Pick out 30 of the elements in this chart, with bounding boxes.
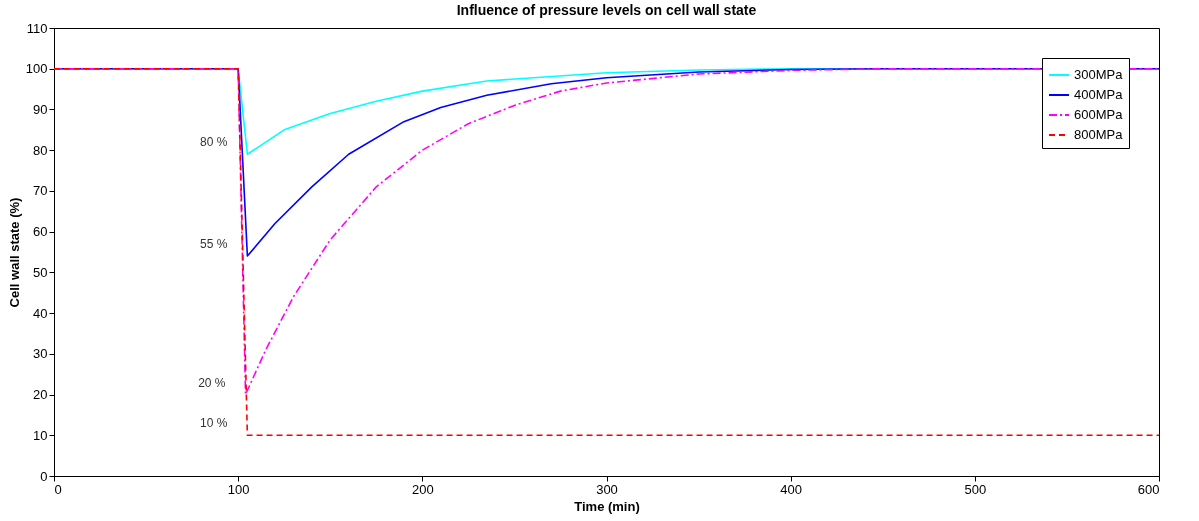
legend-label: 300MPa — [1074, 67, 1124, 82]
annotation: 80 % — [200, 135, 228, 150]
x-axis-title: Time (min) — [574, 498, 640, 514]
y-tick-label: 0 — [40, 468, 48, 484]
legend-label: 800MPa — [1074, 127, 1124, 142]
y-tick-label: 90 — [33, 101, 48, 117]
x-tick-label: 600 — [1137, 481, 1160, 497]
annotation: 10 % — [200, 416, 228, 431]
y-tick-label: 80 — [33, 142, 48, 158]
y-tick-label: 30 — [33, 346, 48, 362]
legend-label: 600MPa — [1074, 107, 1124, 122]
x-tick-label: 300 — [596, 481, 618, 497]
x-tick-label: 100 — [227, 481, 250, 497]
y-tick-label: 100 — [25, 61, 48, 77]
y-tick-label: 40 — [33, 305, 48, 321]
chart-title: Influence of pressure levels on cell wall state — [456, 2, 757, 18]
x-tick-label: 400 — [780, 481, 803, 497]
y-tick-label: 50 — [33, 264, 48, 280]
y-tick-label: 70 — [33, 183, 48, 199]
y-tick-label: 10 — [33, 427, 48, 443]
x-tick-label: 0 — [54, 481, 62, 497]
y-tick-label: 60 — [33, 224, 48, 240]
y-axis-title: Cell wall state (%) — [6, 197, 22, 308]
legend-label: 400MPa — [1074, 87, 1124, 102]
annotation: 20 % — [198, 375, 226, 390]
annotation: 55 % — [200, 237, 228, 252]
x-tick-label: 200 — [411, 481, 434, 497]
x-tick-label: 500 — [964, 481, 987, 497]
y-tick-label: 110 — [26, 20, 48, 36]
y-tick-label: 20 — [33, 387, 48, 403]
